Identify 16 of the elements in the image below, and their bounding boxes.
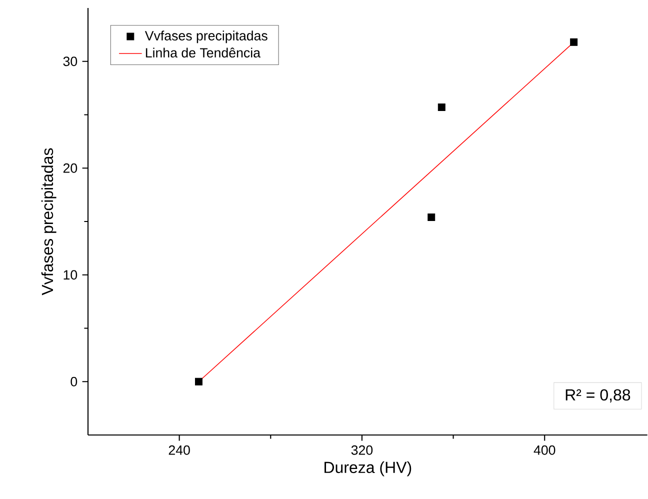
x-tick-label: 320 xyxy=(351,445,373,455)
point xyxy=(428,213,436,221)
x-tick-label: 240 xyxy=(168,445,190,455)
legend-label: Linha de Tendência xyxy=(146,48,261,58)
point xyxy=(194,378,202,386)
y-tick-label: 20 xyxy=(63,163,78,173)
y-axis-title: Vvfases precipitadas xyxy=(41,148,56,296)
point xyxy=(438,104,446,112)
annotation: R² = 0,88 xyxy=(566,389,630,402)
y-tick-label: 0 xyxy=(70,376,78,386)
y-tick-label: 10 xyxy=(64,270,78,280)
point xyxy=(570,38,578,46)
legend-label: Vvfases precipitadas xyxy=(144,30,268,44)
x-axis-title: Dureza (HV) xyxy=(324,461,412,476)
y-tick-label: 30 xyxy=(63,56,78,66)
x-tick-label: 400 xyxy=(534,445,556,455)
